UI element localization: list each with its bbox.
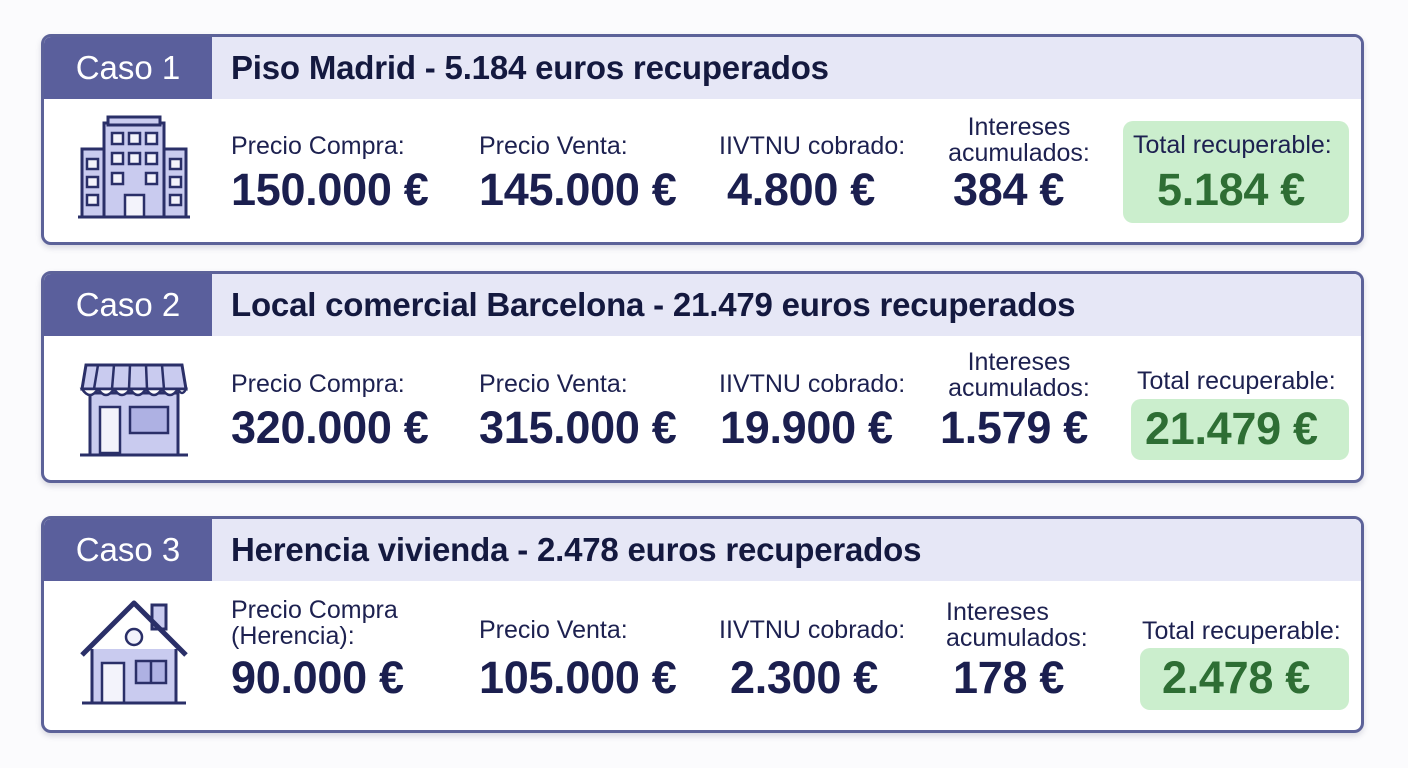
case-card-1: Caso 1 Piso Madrid - 5.184 euros recuper… — [41, 34, 1364, 245]
purchase-price-label: Precio Compra (Herencia): — [231, 597, 398, 649]
interest-label-line-1: Intereses — [946, 598, 1049, 626]
tax-value: 4.800 € — [727, 164, 876, 215]
purchase-price-label: Precio Compra: — [231, 370, 405, 398]
case-header: Caso 3 Herencia vivienda - 2.478 euros r… — [44, 519, 1361, 581]
interest-value: 384 € — [953, 164, 1065, 215]
total-box: Total recuperable: 5.184 € — [1123, 121, 1349, 223]
tax-label: IIVTNU cobrado: — [719, 370, 906, 398]
case-badge: Caso 1 — [44, 37, 212, 99]
total-label: Total recuperable: — [1137, 367, 1336, 395]
interest-label: Intereses acumulados: — [944, 114, 1094, 166]
tax-value: 2.300 € — [730, 652, 879, 703]
total-box: 2.478 € — [1140, 648, 1349, 710]
purchase-price-value: 90.000 € — [231, 652, 404, 703]
interest-label-line-2: acumulados: — [948, 374, 1090, 402]
interest-label-line-1: Intereses — [967, 348, 1071, 376]
purchase-price-value: 150.000 € — [231, 164, 429, 215]
interest-label: Intereses acumulados: — [946, 599, 1106, 651]
interest-label: Intereses acumulados: — [944, 349, 1094, 401]
sale-price-label: Precio Venta: — [479, 616, 628, 644]
interest-value: 178 € — [953, 652, 1065, 703]
case-title: Herencia vivienda - 2.478 euros recupera… — [231, 531, 922, 568]
sale-price-value: 105.000 € — [479, 652, 677, 703]
case-card-2: Caso 2 Local comercial Barcelona - 21.47… — [41, 271, 1364, 483]
shop-icon — [78, 357, 190, 462]
case-badge: Caso 3 — [44, 519, 212, 581]
sale-price-value: 145.000 € — [479, 164, 677, 215]
sale-price-label: Precio Venta: — [479, 370, 628, 398]
purchase-price-value: 320.000 € — [231, 402, 429, 453]
case-card-3: Caso 3 Herencia vivienda - 2.478 euros r… — [41, 516, 1364, 733]
tax-value: 19.900 € — [720, 402, 893, 453]
sale-price-value: 315.000 € — [479, 402, 677, 453]
case-header: Caso 1 Piso Madrid - 5.184 euros recuper… — [44, 37, 1361, 99]
tax-label: IIVTNU cobrado: — [719, 616, 906, 644]
interest-label-line-2: acumulados: — [946, 624, 1088, 652]
total-label: Total recuperable: — [1133, 131, 1332, 159]
interest-label-line-2: acumulados: — [948, 139, 1090, 167]
case-header: Caso 2 Local comercial Barcelona - 21.47… — [44, 274, 1361, 336]
purchase-label-line-1: Precio Compra — [231, 596, 398, 624]
case-title: Piso Madrid - 5.184 euros recuperados — [231, 49, 829, 86]
sale-price-label: Precio Venta: — [479, 132, 628, 160]
building-icon — [78, 115, 190, 226]
total-value: 2.478 € — [1162, 652, 1311, 703]
total-box: 21.479 € — [1131, 399, 1349, 460]
interest-value: 1.579 € — [940, 402, 1089, 453]
purchase-label-line-2: (Herencia): — [231, 622, 355, 650]
total-label: Total recuperable: — [1142, 617, 1341, 645]
house-icon — [78, 599, 190, 712]
case-title: Local comercial Barcelona - 21.479 euros… — [231, 286, 1076, 323]
total-value: 21.479 € — [1145, 403, 1318, 454]
purchase-price-label: Precio Compra: — [231, 132, 405, 160]
interest-label-line-1: Intereses — [967, 113, 1071, 141]
case-badge: Caso 2 — [44, 274, 212, 336]
tax-label: IIVTNU cobrado: — [719, 132, 906, 160]
total-value: 5.184 € — [1157, 164, 1306, 215]
